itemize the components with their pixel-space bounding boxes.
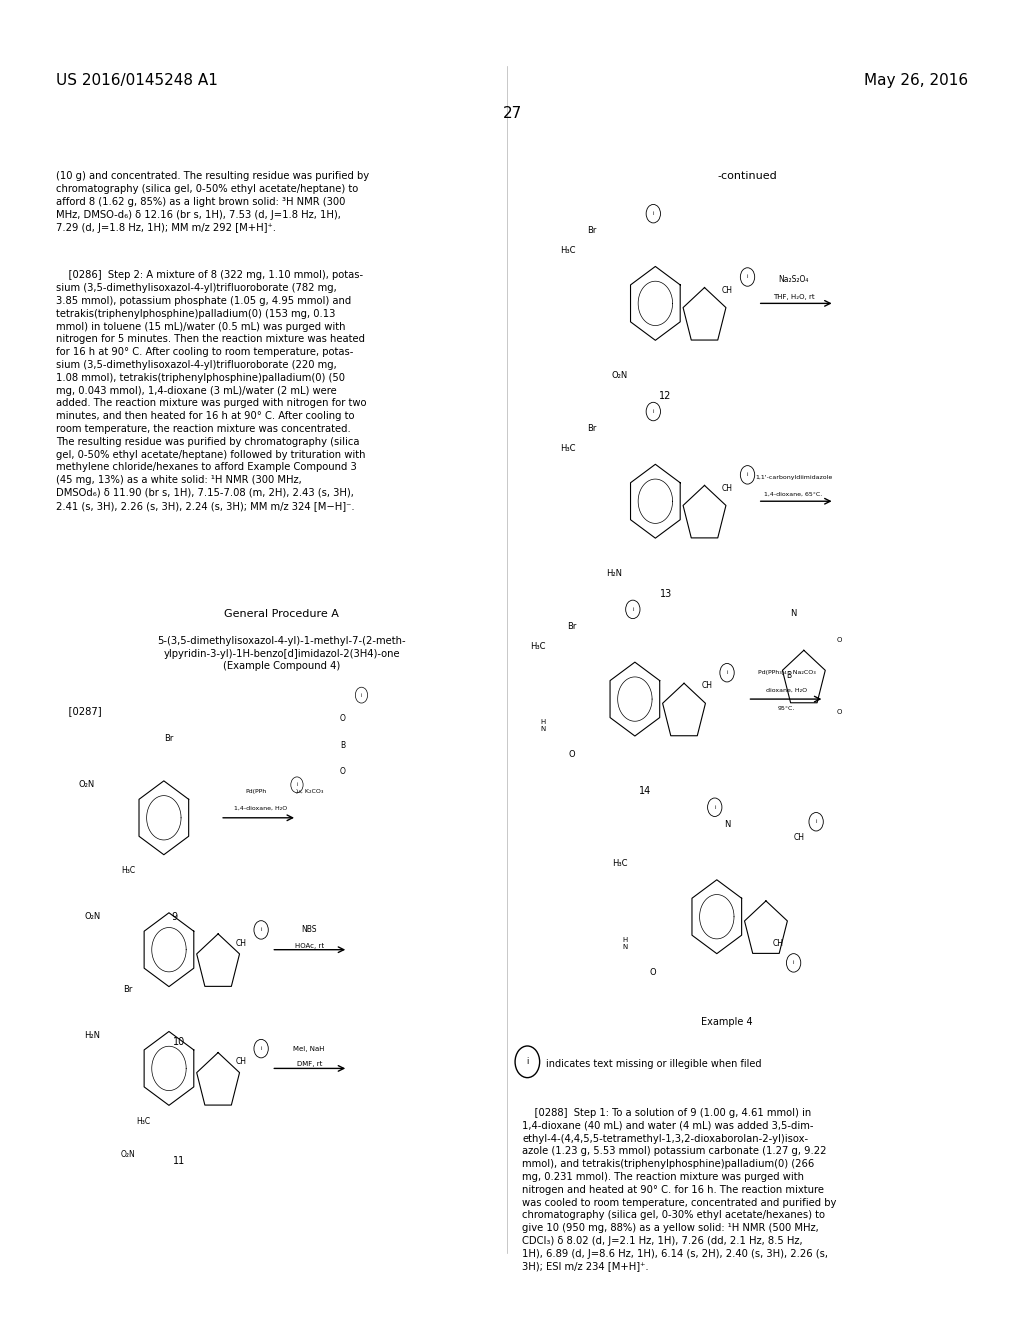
Text: NBS: NBS [301, 925, 317, 935]
Text: i: i [260, 928, 262, 932]
Text: i: i [746, 275, 749, 280]
Text: CH: CH [701, 681, 713, 690]
Text: May 26, 2016: May 26, 2016 [863, 73, 968, 87]
Text: 9: 9 [171, 912, 177, 921]
Text: O₂N: O₂N [121, 1150, 135, 1159]
Text: 10: 10 [173, 1038, 185, 1047]
Text: Na₂S₂O₄: Na₂S₂O₄ [778, 275, 809, 284]
Text: O: O [340, 714, 346, 723]
Text: [0287]: [0287] [56, 706, 102, 715]
Text: 14: 14 [639, 787, 651, 796]
Text: DMF, rt: DMF, rt [297, 1061, 322, 1068]
Text: i: i [726, 671, 728, 676]
Text: -continued: -continued [718, 172, 777, 181]
Text: H₃C: H₃C [136, 1117, 151, 1126]
Text: H₃C: H₃C [529, 642, 546, 651]
Text: 1,4-dioxane, H₂O: 1,4-dioxane, H₂O [234, 807, 288, 810]
Text: Pd(PPh₃)₄ ; Na₂CO₃: Pd(PPh₃)₄ ; Na₂CO₃ [758, 671, 815, 676]
Text: O₂N: O₂N [79, 780, 95, 789]
Text: i: i [652, 211, 654, 216]
Text: )₄, K₂CO₃: )₄, K₂CO₃ [296, 789, 323, 793]
Text: Br: Br [164, 734, 174, 743]
Text: B: B [785, 671, 792, 680]
Text: O: O [650, 968, 656, 977]
Text: Br: Br [587, 226, 597, 235]
Text: 12: 12 [659, 391, 672, 401]
Text: O₂N: O₂N [84, 912, 100, 921]
Text: i: i [260, 1047, 262, 1051]
Text: H₃C: H₃C [560, 246, 577, 255]
Text: CH: CH [722, 483, 733, 492]
Text: MeI, NaH: MeI, NaH [294, 1045, 325, 1052]
Text: H₃C: H₃C [560, 444, 577, 453]
Text: O: O [340, 767, 346, 776]
Text: 5-(3,5-dimethylisoxazol-4-yl)-1-methyl-7-(2-meth-
ylpyridin-3-yl)-1H-benzo[d]imi: 5-(3,5-dimethylisoxazol-4-yl)-1-methyl-7… [158, 636, 406, 672]
Text: 1,1'-carbonyldiimidazole: 1,1'-carbonyldiimidazole [755, 475, 833, 480]
Text: H₃C: H₃C [121, 866, 135, 875]
Text: B: B [340, 741, 346, 750]
Text: [0288]  Step 1: To a solution of 9 (1.00 g, 4.61 mmol) in
1,4-dioxane (40 mL) an: [0288] Step 1: To a solution of 9 (1.00 … [522, 1107, 837, 1271]
Text: CH: CH [773, 939, 783, 948]
Text: H
N: H N [622, 937, 628, 949]
Text: CH: CH [236, 1057, 247, 1067]
Text: Br: Br [587, 424, 597, 433]
Text: O: O [568, 750, 574, 759]
Text: THF, H₂O, rt: THF, H₂O, rt [773, 294, 814, 300]
Text: H₃C: H₃C [611, 859, 628, 869]
Text: Pd(PPh: Pd(PPh [246, 789, 266, 793]
Text: H
N: H N [540, 719, 546, 733]
Text: O: O [837, 709, 843, 715]
Text: H₂N: H₂N [84, 1031, 100, 1040]
Text: [0286]  Step 2: A mixture of 8 (322 mg, 1.10 mmol), potas-
sium (3,5-dimethyliso: [0286] Step 2: A mixture of 8 (322 mg, 1… [56, 271, 367, 511]
Text: 1,4-dioxane, 65°C.: 1,4-dioxane, 65°C. [765, 492, 822, 498]
Text: Example 4: Example 4 [701, 1018, 753, 1027]
Text: US 2016/0145248 A1: US 2016/0145248 A1 [56, 73, 218, 87]
Text: i: i [714, 805, 716, 809]
Text: i: i [652, 409, 654, 414]
Text: 95°C.: 95°C. [778, 706, 795, 710]
Text: O: O [837, 636, 843, 643]
Text: i: i [296, 783, 298, 787]
Text: CH: CH [236, 939, 247, 948]
Text: H₂N: H₂N [606, 569, 623, 578]
Text: General Procedure A: General Procedure A [224, 610, 339, 619]
Text: 27: 27 [503, 106, 521, 120]
Text: i: i [360, 693, 362, 698]
Text: indicates text missing or illegible when filed: indicates text missing or illegible when… [546, 1059, 761, 1069]
Text: CH: CH [722, 285, 733, 294]
Text: 13: 13 [659, 589, 672, 598]
Text: Br: Br [566, 622, 577, 631]
Text: N: N [791, 609, 797, 618]
Text: Br: Br [123, 985, 133, 994]
Text: i: i [815, 820, 817, 824]
Text: O₂N: O₂N [611, 371, 628, 380]
Text: 11: 11 [173, 1156, 185, 1166]
Text: i: i [632, 607, 634, 612]
Text: N: N [724, 820, 730, 829]
Text: i: i [793, 961, 795, 965]
Text: dioxane, H₂O: dioxane, H₂O [766, 688, 807, 693]
Text: CH: CH [794, 833, 804, 842]
Text: i: i [526, 1057, 528, 1067]
Text: i: i [746, 473, 749, 478]
Text: HOAc, rt: HOAc, rt [295, 942, 324, 949]
Text: (10 g) and concentrated. The resulting residue was purified by
chromatography (s: (10 g) and concentrated. The resulting r… [56, 172, 370, 232]
